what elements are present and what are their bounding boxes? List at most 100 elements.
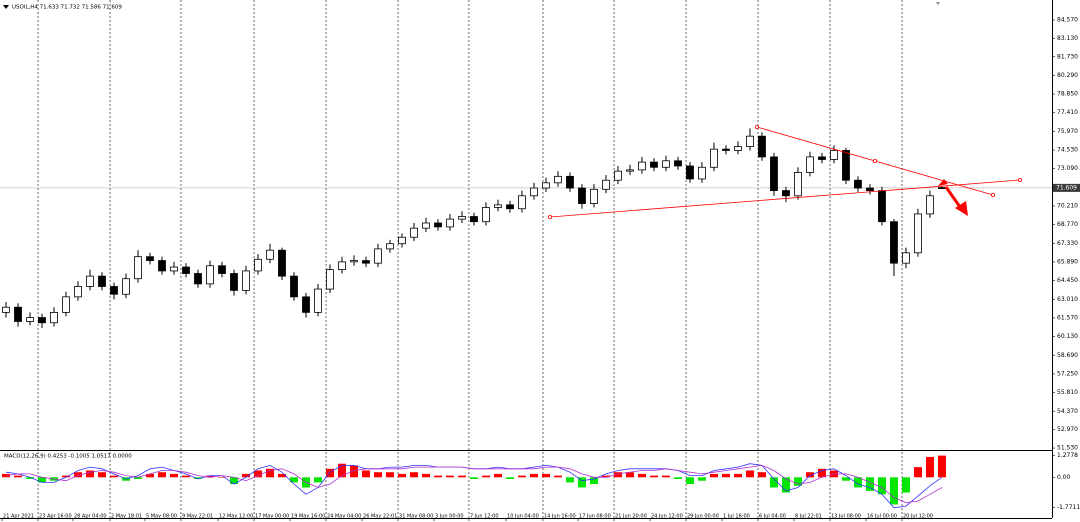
- histogram-bar: [757, 472, 766, 478]
- histogram-bar: [517, 475, 526, 478]
- y-tick-label: 58.690: [1057, 352, 1078, 359]
- candle-body: [578, 187, 586, 204]
- y-tick-label: 73.090: [1057, 165, 1078, 172]
- x-tick-label: 8 Jul 22:01: [795, 514, 822, 520]
- histogram-bar: [361, 470, 370, 478]
- histogram-bar: [901, 477, 910, 493]
- candle-body: [242, 270, 250, 291]
- histogram-bar: [445, 475, 454, 478]
- histogram-bar: [601, 475, 610, 478]
- candle-body: [122, 278, 130, 295]
- x-tick-label: 17 Jun 08:00: [579, 514, 611, 520]
- histogram-bar: [853, 477, 862, 488]
- anchor: [755, 125, 760, 130]
- candle-body: [158, 260, 166, 272]
- y-tick-label: 61.570: [1057, 314, 1078, 321]
- histogram-bar: [253, 470, 262, 478]
- histogram-bar: [349, 465, 358, 478]
- candle-body: [374, 248, 382, 264]
- candle-body: [362, 260, 370, 264]
- histogram-bar: [25, 477, 34, 479]
- histogram-bar: [241, 473, 250, 478]
- histogram-bar: [205, 475, 214, 478]
- histogram-bar: [733, 473, 742, 478]
- trend-lines: [548, 125, 1023, 219]
- candle-body: [542, 182, 550, 189]
- trend-line: [549, 179, 1021, 218]
- candle-body: [458, 216, 466, 220]
- candle-body: [638, 161, 646, 171]
- x-tick-label: 21 Jun 20:00: [615, 514, 647, 520]
- y-tick-label: 75.970: [1057, 128, 1078, 135]
- y-tick-label: 80.290: [1057, 72, 1078, 79]
- x-tick-label: 16 Jul 00:00: [867, 514, 897, 520]
- candle-body: [194, 273, 202, 285]
- candle-body: [338, 261, 346, 271]
- histogram-bar: [841, 477, 850, 481]
- histogram-bar: [865, 477, 874, 491]
- candle-body: [134, 256, 142, 280]
- candle-body: [938, 187, 946, 189]
- candle-body: [530, 187, 538, 197]
- y-tick-label: 55.810: [1057, 389, 1078, 396]
- candle-body: [662, 160, 670, 168]
- candle-body: [50, 311, 58, 324]
- histogram-bar: [313, 477, 322, 483]
- histogram-bar: [613, 472, 622, 478]
- candle-body: [626, 169, 634, 172]
- candle-body: [806, 156, 814, 173]
- anchor: [1018, 177, 1023, 182]
- y-tick-label: 64.450: [1057, 277, 1078, 284]
- symbol-icon: [3, 5, 9, 9]
- candle-body: [914, 213, 922, 254]
- arrow-shaft: [944, 186, 962, 208]
- candle-body: [818, 156, 826, 160]
- histogram-bar: [625, 472, 634, 478]
- histogram-bar: [565, 477, 574, 483]
- candle-body: [326, 269, 334, 290]
- candle-body: [842, 150, 850, 181]
- x-tick-label: 24 Jun 12:00: [651, 514, 683, 520]
- histogram-bar: [721, 473, 730, 478]
- histogram-bar: [745, 470, 754, 478]
- histogram-bar: [217, 477, 226, 478]
- candle-body: [710, 148, 718, 168]
- histogram-bar: [433, 475, 442, 478]
- x-tick-label: 17 May 00:00: [255, 514, 289, 520]
- x-tick-label: 28 Apr 04:00: [74, 514, 107, 520]
- candle-body: [866, 187, 874, 191]
- x-tick-label: 1 Jul 16:00: [723, 514, 750, 520]
- shift-marker: [936, 2, 940, 5]
- y-tick-label: 83.130: [1057, 35, 1078, 42]
- y-tick-label: 70.210: [1057, 203, 1078, 210]
- candle-body: [98, 275, 106, 287]
- histogram-bar: [925, 456, 934, 478]
- y-tick-label: 57.250: [1057, 370, 1078, 377]
- histogram-bar: [13, 475, 22, 478]
- x-tick-label: 21 Apr 2021: [3, 514, 34, 520]
- current-price-box: [1053, 183, 1080, 192]
- candle-body: [230, 273, 238, 291]
- histogram-bar: [481, 475, 490, 478]
- symbol-header: USOIL,H4 71.633 71.732 71.586 71.609: [12, 5, 122, 11]
- histogram-bar: [673, 477, 682, 479]
- histogram-bar: [325, 468, 334, 478]
- histogram-bar: [193, 477, 202, 479]
- y-tick-label: 84.570: [1057, 16, 1078, 23]
- y-tick-label: 78.850: [1057, 91, 1078, 98]
- histogram-bar: [265, 468, 274, 478]
- candle-body: [590, 188, 598, 204]
- candle-body: [830, 150, 838, 160]
- candle-body: [518, 195, 526, 210]
- candle-body: [278, 249, 286, 277]
- histogram-bar: [109, 475, 118, 478]
- candle-body: [854, 179, 862, 189]
- histogram-bar: [61, 475, 70, 478]
- histogram-bar: [409, 472, 418, 478]
- candle-body: [386, 243, 394, 250]
- candle-body: [698, 166, 706, 180]
- y-tick-label: -1.7711: [1057, 504, 1080, 511]
- histogram-bar: [577, 477, 586, 488]
- histogram-bar: [133, 477, 142, 479]
- x-tick-label: 19 May 16:00: [291, 514, 325, 520]
